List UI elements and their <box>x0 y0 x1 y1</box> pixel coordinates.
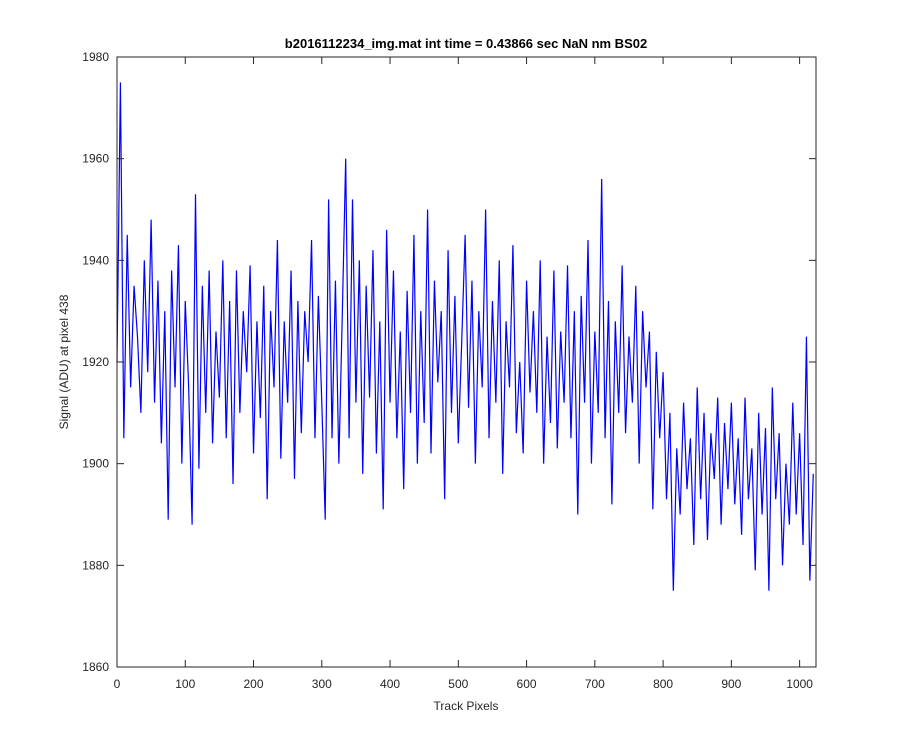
x-tick-label: 300 <box>312 677 332 691</box>
x-tick-label: 900 <box>721 677 741 691</box>
chart-title: b2016112234_img.mat int time = 0.43866 s… <box>285 36 647 51</box>
x-tick-label: 600 <box>517 677 537 691</box>
x-axis-label: Track Pixels <box>434 699 499 713</box>
x-tick-label: 1000 <box>786 677 813 691</box>
x-tick-label: 200 <box>244 677 264 691</box>
x-tick-label: 500 <box>448 677 468 691</box>
y-tick-label: 1860 <box>82 660 109 674</box>
y-tick-label: 1960 <box>82 152 109 166</box>
y-tick-label: 1880 <box>82 558 109 572</box>
y-tick-label: 1940 <box>82 253 109 267</box>
x-tick-label: 400 <box>380 677 400 691</box>
x-tick-label: 800 <box>653 677 673 691</box>
data-line <box>116 82 814 591</box>
y-tick-label: 1920 <box>82 355 109 369</box>
y-tick-label: 1900 <box>82 457 109 471</box>
axes-box <box>116 56 817 668</box>
x-tick-label: 700 <box>585 677 605 691</box>
x-tick-label: 0 <box>114 677 121 691</box>
y-axis-label: Signal (ADU) at pixel 438 <box>57 294 71 429</box>
plot-area <box>117 57 816 667</box>
y-tick-label: 1980 <box>82 50 109 64</box>
x-tick-label: 100 <box>175 677 195 691</box>
